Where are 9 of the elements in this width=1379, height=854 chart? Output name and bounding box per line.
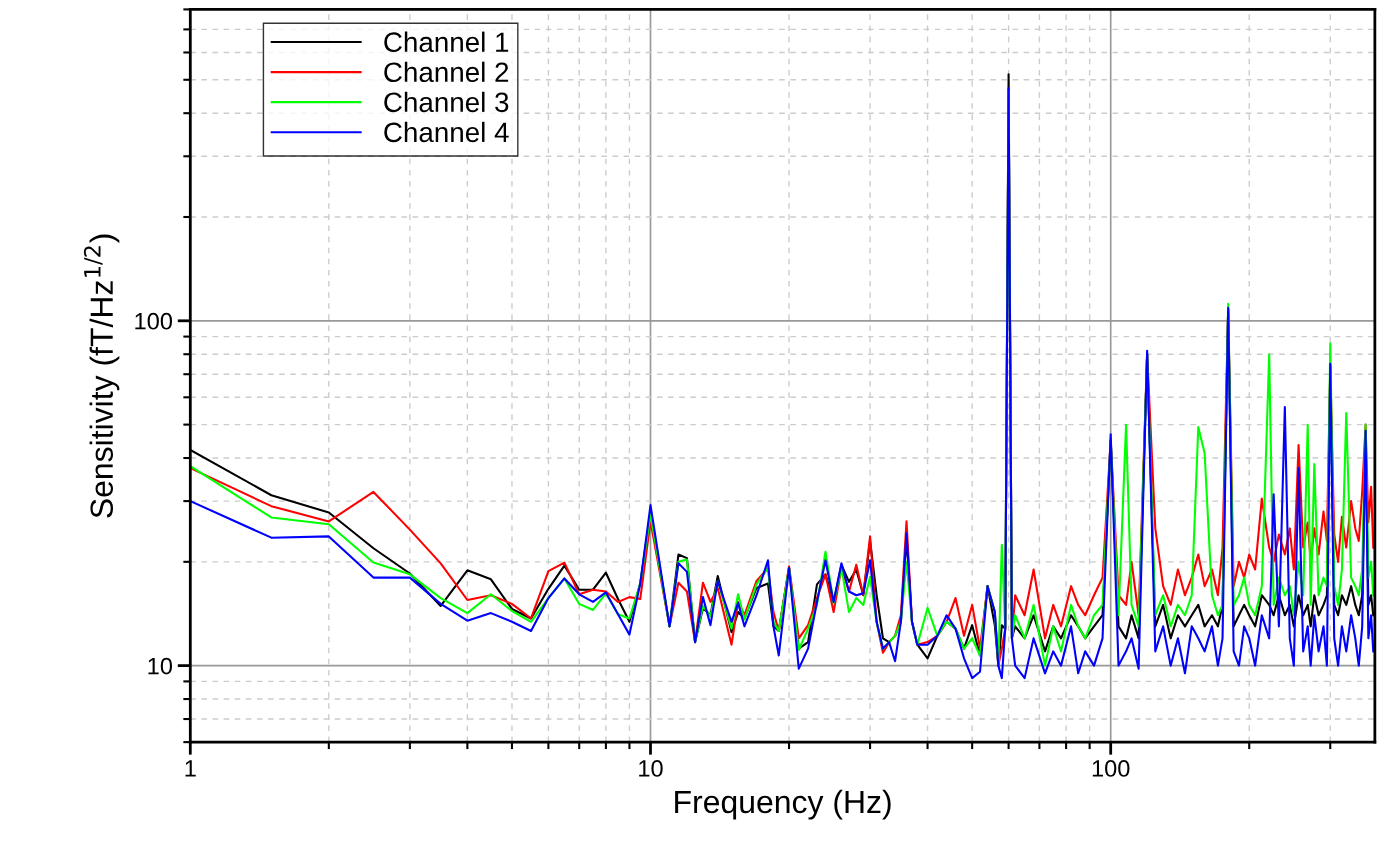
- legend-label: Channel 3: [384, 91, 509, 113]
- x-tick-label: 1: [185, 760, 196, 777]
- y-axis-title: Sensitivity (fT/Hz$^{1/2}$): [83, 234, 120, 518]
- legend-label: Channel 2: [384, 61, 509, 83]
- legend-label: Channel 1: [384, 31, 509, 53]
- legend-label: Channel 4: [384, 121, 509, 143]
- x-tick-label: 10: [639, 760, 663, 777]
- x-axis-title: Frequency (Hz): [675, 789, 891, 820]
- x-tick-label: 100: [1092, 760, 1130, 777]
